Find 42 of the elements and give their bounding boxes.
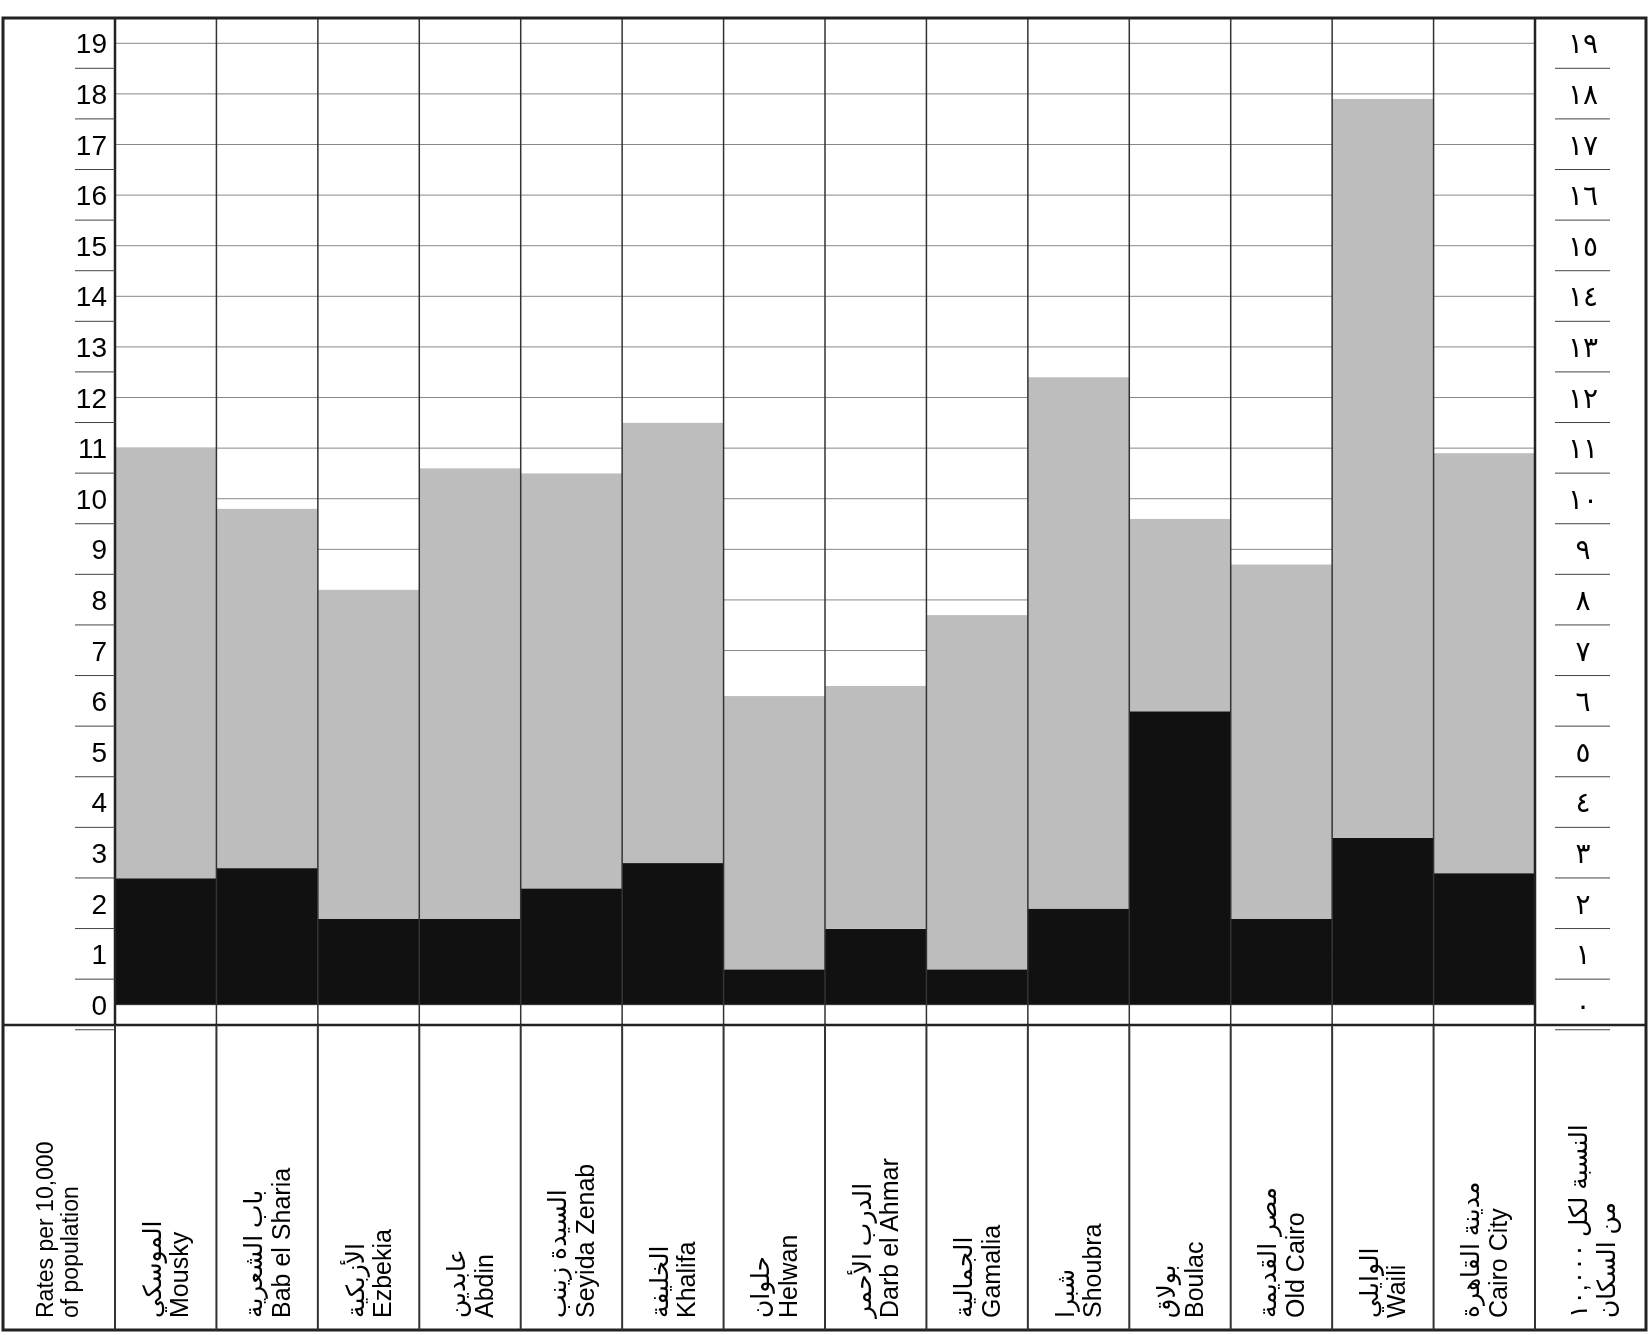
y-tick-label: 14 xyxy=(75,281,107,313)
y2-tick-label: ١٨ xyxy=(1567,78,1599,110)
y-tick-label: 2 xyxy=(91,888,107,920)
y-tick-label: 17 xyxy=(75,129,107,161)
y-tick-label: 4 xyxy=(91,787,107,819)
y2-tick-label: ١٩ xyxy=(1567,28,1599,60)
y-tick-label: 12 xyxy=(75,382,107,414)
y2-tick-label: ٨ xyxy=(1575,584,1591,616)
y-tick-label: 1 xyxy=(91,939,107,971)
y-tick-label: 3 xyxy=(91,837,107,869)
y2-tick-label: ١٦ xyxy=(1567,180,1599,212)
y-tick-label: 18 xyxy=(75,78,107,110)
y2-tick-label: ١٠ xyxy=(1567,483,1599,515)
y-tick-label: 13 xyxy=(75,331,107,363)
y2-tick-label: ١٢ xyxy=(1567,382,1599,414)
y2-tick-label: ١ xyxy=(1575,939,1591,971)
y-tick-label: 7 xyxy=(91,635,107,667)
y2-tick-label: ١٤ xyxy=(1567,281,1599,313)
y-tick-label: 8 xyxy=(91,584,107,616)
y2-tick-label: ٠ xyxy=(1575,989,1591,1021)
y2-tick-label: ١٥ xyxy=(1567,230,1599,262)
y2-tick-label: ٢ xyxy=(1575,888,1591,920)
y-axis-title: Rates per 10,000 of population xyxy=(31,1141,84,1318)
y2-tick-label: ١٧ xyxy=(1567,129,1599,161)
y2-tick-label: ٤ xyxy=(1575,787,1591,819)
y-tick-label: 16 xyxy=(75,180,107,212)
y-tick-label: 9 xyxy=(91,534,107,566)
y2-tick-label: ٩ xyxy=(1575,534,1591,566)
y-tick-label: 19 xyxy=(75,28,107,60)
y-tick-label: 5 xyxy=(91,736,107,768)
y-tick-label: 10 xyxy=(75,483,107,515)
y2-tick-label: ٧ xyxy=(1575,635,1591,667)
y-tick-label: 11 xyxy=(77,433,107,465)
y-tick-label: 6 xyxy=(91,686,107,718)
y2-tick-label: ١٣ xyxy=(1567,331,1599,363)
y-tick-label: 0 xyxy=(91,989,107,1021)
y2-axis-title: النسبة لكل ١٠,٠٠٠ من السكان xyxy=(1564,1124,1621,1318)
y2-tick-label: ٣ xyxy=(1575,837,1591,869)
y2-tick-label: ٦ xyxy=(1575,686,1591,718)
y-tick-label: 15 xyxy=(75,230,107,262)
y2-tick-label: ١١ xyxy=(1567,433,1599,465)
y2-tick-label: ٥ xyxy=(1575,736,1591,768)
